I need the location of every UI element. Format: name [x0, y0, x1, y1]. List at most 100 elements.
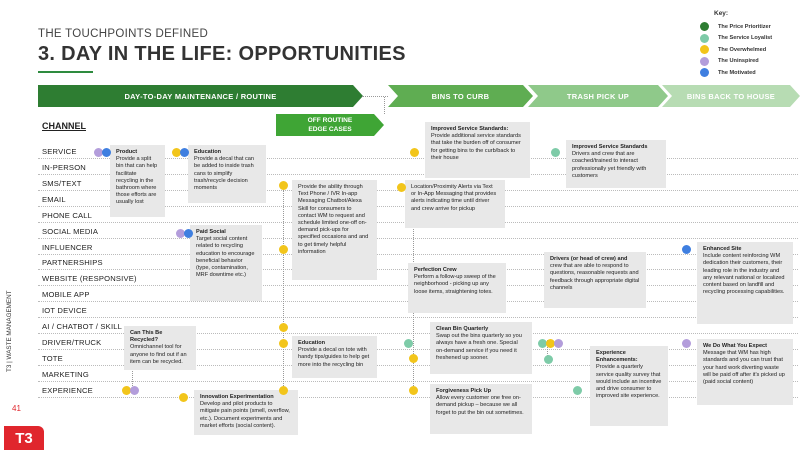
card-paid-social: Paid Social Target social content related…	[190, 225, 262, 301]
card-enhanced-site: Enhanced Site Include content reinforcing…	[697, 242, 793, 324]
channel-mobile-app: MOBILE APP	[42, 290, 90, 299]
row-divider	[38, 349, 798, 350]
card-perfection-crew: Perfection Crew Perform a follow-up sweep…	[408, 263, 506, 313]
row-divider	[38, 158, 798, 159]
legend-label: The Motivated	[718, 69, 756, 76]
persona-dot-uninspired	[554, 339, 563, 348]
subphase-label: OFF ROUTINE EDGE CASES	[307, 117, 353, 133]
row-divider	[38, 317, 798, 318]
legend-label: The Overwhelmed	[718, 46, 767, 53]
persona-dot-overwhelmed	[410, 148, 419, 157]
channel-website: WEBSITE (RESPONSIVE)	[42, 274, 137, 283]
card-title: Clean Bin Quarterly	[436, 326, 489, 332]
legend-swatch	[700, 45, 709, 55]
persona-dot-overwhelmed	[409, 354, 418, 363]
card-title: Enhanced Site	[703, 246, 742, 252]
card-education-decal: Education Provide a decal that can be add…	[188, 145, 266, 203]
persona-dot-motivated	[180, 148, 189, 157]
legend-swatch	[700, 33, 709, 43]
persona-dot-overwhelmed	[279, 323, 288, 332]
phase-off-routine: OFF ROUTINE EDGE CASES	[276, 114, 384, 136]
phase-maintenance: DAY-TO-DAY MAINTENANCE / ROUTINE	[38, 85, 363, 107]
channel-experience: EXPERIENCE	[42, 386, 93, 395]
persona-dot-overwhelmed	[279, 181, 288, 190]
channel-influencer: INFLUENCER	[42, 243, 93, 252]
persona-dot-overwhelmed	[172, 148, 181, 157]
card-phone-ivr: Provide the ability through Text Phone /…	[292, 180, 377, 280]
legend-item-price-prioritizer: The Price Prioritizer	[700, 21, 795, 33]
channel-in-person: IN-PERSON	[42, 163, 86, 172]
channel-email: EMAIL	[42, 195, 66, 204]
persona-dot-uninspired	[130, 386, 139, 395]
row-divider	[38, 238, 798, 239]
card-body: Drivers and crew that are coached/traine…	[572, 151, 647, 179]
card-body: Swap out the bins quarterly so you alway…	[436, 333, 522, 361]
legend-swatch	[700, 22, 709, 32]
card-drivers-crew: Drivers (or head of crew) and crew that a…	[544, 252, 646, 308]
card-body: Provide a split bin that can help facili…	[116, 156, 158, 206]
card-title: Experience Enhancements:	[596, 350, 638, 364]
persona-dot-service-loyalist	[544, 355, 553, 364]
row-divider	[38, 381, 798, 382]
channel-phone-call: PHONE CALL	[42, 211, 93, 220]
page-number: 41	[12, 404, 21, 413]
connector-line	[283, 190, 284, 390]
card-improved-standards-crew: Improved Service Standards Drivers and cr…	[566, 140, 666, 188]
persona-dot-overwhelmed	[546, 339, 555, 348]
channel-service: SERVICE	[42, 147, 77, 156]
card-education-tote: Education Provide a decal on tote with ha…	[292, 336, 377, 378]
card-body: Perform a follow-up sweep of the neighbo…	[414, 274, 496, 295]
card-body: Target social content related to recycli…	[196, 236, 255, 279]
persona-dot-overwhelmed	[122, 386, 131, 395]
persona-dot-motivated	[682, 245, 691, 254]
channel-header: CHANNEL	[42, 121, 86, 131]
legend-label: The Price Prioritizer	[718, 23, 771, 30]
phase-bins-back-to-house: BINS BACK TO HOUSE	[662, 85, 800, 107]
card-experience-enhancements: Experience Enhancements: Provide a quarte…	[590, 346, 668, 426]
card-title: Can This Be Recycled?	[130, 330, 163, 344]
row-divider	[38, 174, 798, 175]
channel-ai-chatbot: AI / CHATBOT / SKILL	[42, 322, 123, 331]
legend-item-motivated: The Motivated	[700, 67, 795, 79]
card-body: Location/Proximity Alerts via Text or In…	[411, 184, 497, 212]
connector-line	[547, 340, 548, 360]
persona-dot-uninspired	[94, 148, 103, 157]
persona-dot-uninspired	[682, 339, 691, 348]
channel-iot-device: IOT DEVICE	[42, 306, 87, 315]
row-divider	[38, 397, 798, 398]
card-body: Include content reinforcing WM dedicatio…	[703, 253, 785, 296]
channel-partnerships: PARTNERSHIPS	[42, 258, 103, 267]
persona-dot-motivated	[184, 229, 193, 238]
card-forgiveness: Forgiveness Pick Up Allow every customer …	[430, 384, 532, 434]
sidebar-brand-text: T3 | WASTE MANAGEMENT	[6, 290, 13, 372]
phase-connector	[384, 97, 385, 114]
channel-sms: SMS/TEXT	[42, 179, 82, 188]
phase-bins-to-curb: BINS TO CURB	[388, 85, 533, 107]
legend-swatch	[700, 68, 709, 78]
legend-title: Key:	[714, 10, 729, 17]
persona-dot-service-loyalist	[573, 386, 582, 395]
legend-item-overwhelmed: The Overwhelmed	[700, 44, 795, 56]
legend: Key: The Price Prioritizer The Service L…	[700, 10, 795, 79]
card-title: Innovation Experimentation	[200, 394, 274, 400]
channel-driver-truck: DRIVER/TRUCK	[42, 338, 102, 347]
card-body: Provide additional service standards tha…	[431, 133, 521, 161]
legend-item-service-loyalist: The Service Loyalist	[700, 33, 795, 45]
card-title: Education	[194, 149, 222, 155]
card-body: Message that WM has high standards and y…	[703, 350, 785, 386]
card-title: We Do What You Expect	[703, 343, 768, 349]
card-body: Provide the ability through Text Phone /…	[298, 184, 369, 255]
card-product: Product Provide a split bin that can help…	[110, 145, 165, 217]
row-divider	[38, 333, 798, 334]
title-underline	[38, 71, 93, 73]
card-title: Improved Service Standards:	[431, 126, 509, 132]
channel-tote: TOTE	[42, 354, 63, 363]
persona-dot-overwhelmed	[279, 245, 288, 254]
phase-trash-pick-up: TRASH PICK UP	[528, 85, 668, 107]
card-title: Product	[116, 149, 138, 155]
card-innovation: Innovation Experimentation Develop and pi…	[194, 390, 298, 435]
card-body: Omnichannel tool for anyone to find out …	[130, 344, 187, 365]
t3-logo: T3	[4, 426, 44, 450]
persona-dot-overwhelmed	[279, 386, 288, 395]
legend-label: The Service Loyalist	[718, 35, 773, 42]
